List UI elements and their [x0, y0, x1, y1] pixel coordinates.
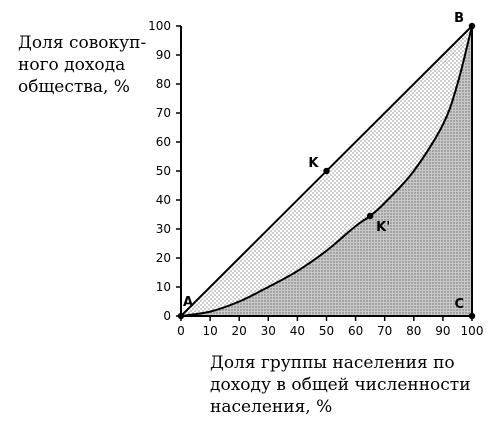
x-tick-label: 80	[406, 324, 421, 338]
y-axis-label-line: общества, %	[18, 77, 130, 97]
y-tick-label: 80	[156, 77, 171, 91]
y-tick-label: 20	[156, 251, 171, 265]
x-tick-label: 30	[261, 324, 276, 338]
point-marker	[177, 312, 185, 320]
y-tick-label: 60	[156, 135, 171, 149]
point-marker	[468, 312, 476, 320]
x-tick-label: 20	[232, 324, 247, 338]
y-tick-label: 50	[156, 164, 171, 178]
x-axis-label-line: населения, %	[210, 397, 333, 417]
x-tick-label: 50	[319, 324, 334, 338]
y-axis-label: Доля совокуп- ного дохода общества, %	[18, 32, 158, 98]
y-tick-label: 10	[156, 280, 171, 294]
point-marker	[468, 22, 476, 30]
x-axis-label-line: Доля группы населения по	[210, 353, 455, 373]
point-label: A	[183, 295, 193, 310]
x-tick-label: 10	[202, 324, 217, 338]
x-tick-label: 90	[435, 324, 450, 338]
x-tick-label: 0	[177, 324, 185, 338]
point-label: K'	[376, 220, 390, 235]
point-marker	[366, 212, 374, 220]
lorenz-curve	[180, 25, 473, 317]
point-label: K	[308, 156, 319, 171]
y-axis-label-line: Доля совокуп-	[18, 33, 147, 53]
y-tick-label: 40	[156, 193, 171, 207]
y-axis-label-line: ного дохода	[18, 55, 126, 75]
below-curve-area	[181, 26, 472, 316]
x-tick-label: 70	[377, 324, 392, 338]
point-label: B	[454, 11, 464, 26]
x-tick-label: 40	[290, 324, 305, 338]
x-axis-label: Доля группы населения по доходу в общей …	[210, 352, 500, 418]
y-tick-label: 100	[148, 19, 171, 33]
x-tick-label: 60	[348, 324, 363, 338]
point-label: C	[454, 297, 464, 312]
y-tick-label: 0	[163, 309, 171, 323]
y-tick-label: 30	[156, 222, 171, 236]
point-marker	[323, 167, 330, 175]
y-tick-label: 70	[156, 106, 171, 120]
x-tick-label: 100	[461, 324, 484, 338]
x-axis-label-line: доходу в общей численности	[210, 375, 471, 395]
y-tick-label: 90	[156, 48, 171, 62]
